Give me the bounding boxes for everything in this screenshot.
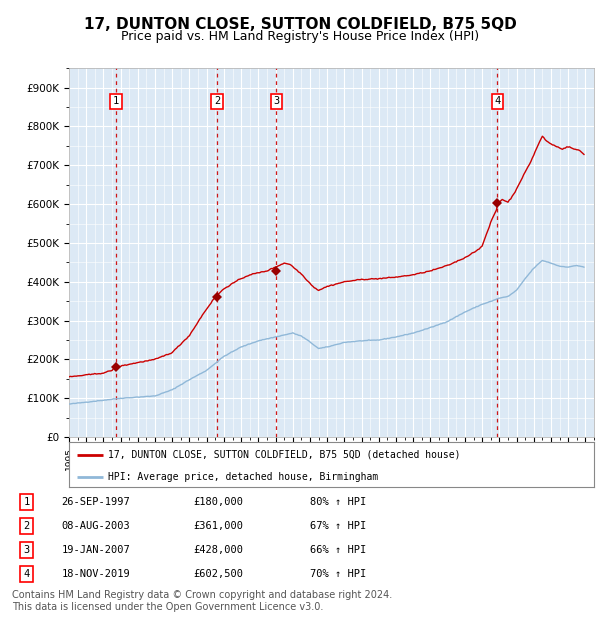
Text: 1: 1: [23, 497, 30, 507]
Text: 26-SEP-1997: 26-SEP-1997: [62, 497, 130, 507]
Text: 18-NOV-2019: 18-NOV-2019: [62, 569, 130, 579]
Text: Price paid vs. HM Land Registry's House Price Index (HPI): Price paid vs. HM Land Registry's House …: [121, 30, 479, 43]
Text: 19-JAN-2007: 19-JAN-2007: [62, 545, 130, 555]
Text: £180,000: £180,000: [193, 497, 244, 507]
Text: £361,000: £361,000: [193, 521, 244, 531]
Text: 2: 2: [214, 96, 220, 106]
Text: 1: 1: [113, 96, 119, 106]
Text: 17, DUNTON CLOSE, SUTTON COLDFIELD, B75 5QD (detached house): 17, DUNTON CLOSE, SUTTON COLDFIELD, B75 …: [109, 450, 461, 459]
Text: 3: 3: [273, 96, 280, 106]
Text: 4: 4: [23, 569, 30, 579]
Text: 3: 3: [23, 545, 30, 555]
Text: 17, DUNTON CLOSE, SUTTON COLDFIELD, B75 5QD: 17, DUNTON CLOSE, SUTTON COLDFIELD, B75 …: [83, 17, 517, 32]
Text: £428,000: £428,000: [193, 545, 244, 555]
Text: 67% ↑ HPI: 67% ↑ HPI: [310, 521, 367, 531]
Text: 70% ↑ HPI: 70% ↑ HPI: [310, 569, 367, 579]
Text: 4: 4: [494, 96, 500, 106]
Text: HPI: Average price, detached house, Birmingham: HPI: Average price, detached house, Birm…: [109, 472, 379, 482]
Text: £602,500: £602,500: [193, 569, 244, 579]
Text: 2: 2: [23, 521, 30, 531]
Text: 66% ↑ HPI: 66% ↑ HPI: [310, 545, 367, 555]
Text: 80% ↑ HPI: 80% ↑ HPI: [310, 497, 367, 507]
Text: Contains HM Land Registry data © Crown copyright and database right 2024.
This d: Contains HM Land Registry data © Crown c…: [12, 590, 392, 612]
Text: 08-AUG-2003: 08-AUG-2003: [62, 521, 130, 531]
